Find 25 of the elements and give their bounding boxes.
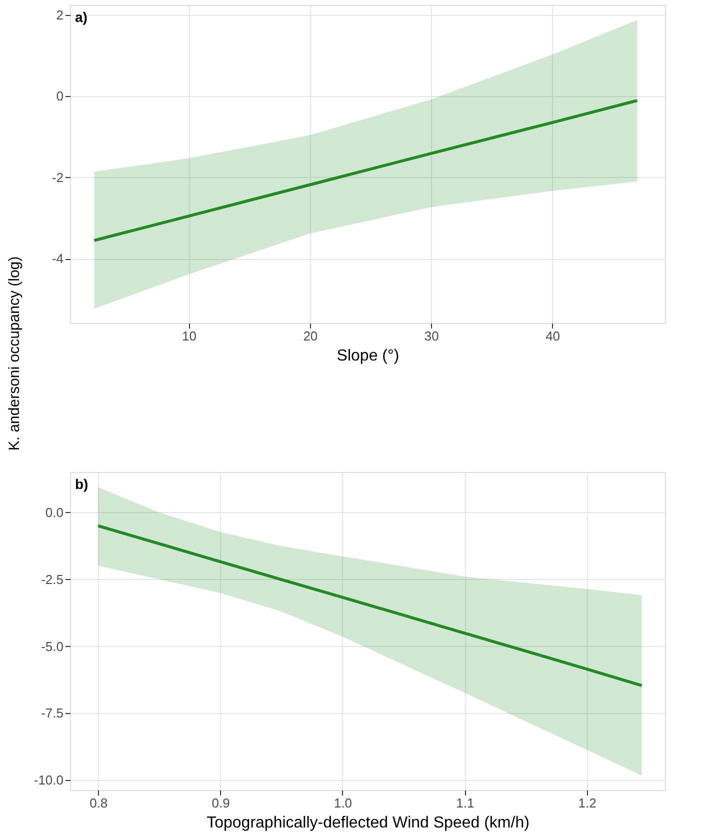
x-axis-title: Topographically-deflected Wind Speed (km/h)	[206, 814, 530, 832]
x-tick-label: 1.2	[578, 796, 596, 810]
y-tick-label: 0.0	[45, 504, 64, 520]
x-tick-label: 1.1	[456, 796, 474, 810]
y-axis-title: K. andersoni occupancy (log)	[6, 256, 23, 451]
y-tick-label: -5.0	[41, 638, 64, 654]
annotation: a)	[75, 9, 88, 25]
x-tick-label: 10	[182, 328, 196, 344]
y-tick-label: 2	[56, 7, 64, 22]
annotation: b)	[75, 476, 88, 492]
x-tick-label: 30	[424, 328, 439, 344]
x-tick-label: 1.0	[334, 796, 352, 810]
y-tick-label: -7.5	[41, 706, 64, 721]
x-tick-label: 0.9	[212, 796, 230, 810]
y-tick-label: -4	[52, 251, 64, 266]
y-tick-label: 0	[56, 88, 64, 104]
line-series	[96, 524, 644, 688]
x-tick-label: 0.8	[90, 796, 108, 810]
y-tick-label: -2.5	[41, 572, 64, 587]
line-series	[92, 99, 639, 242]
x-tick-label: 20	[303, 328, 318, 344]
x-tick-label: 40	[546, 328, 560, 344]
x-axis-title: Slope (°)	[336, 348, 400, 364]
y-tick-label: -10.0	[34, 772, 64, 788]
y-tick-label: -2	[52, 170, 64, 185]
